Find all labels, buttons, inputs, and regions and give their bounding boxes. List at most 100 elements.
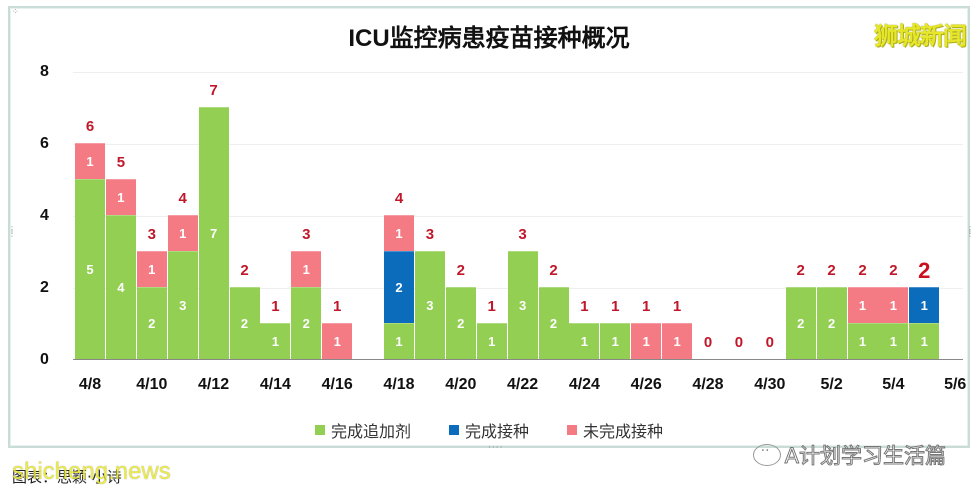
bar-total-label: 3 [425, 226, 435, 243]
x-tick-label: 5/4 [882, 376, 905, 393]
x-tick-label: 4/20 [445, 376, 477, 393]
legend-swatch-fully-vaccinated-icon [448, 425, 459, 435]
y-tick-label: 8 [40, 63, 49, 80]
y-tick-label: 0 [40, 351, 49, 368]
bar-segment: 7 [198, 107, 229, 359]
x-axis-line [73, 359, 963, 360]
bar-total-label: 1 [611, 298, 620, 315]
x-tick-label: 5/2 [820, 376, 843, 393]
bar-4-19: 3 [414, 251, 445, 359]
bar-segment: 2 [538, 287, 569, 359]
bar-4-16: 1 [322, 323, 353, 359]
bar-segment: 1 [384, 323, 414, 359]
bar-segment: 5 [75, 179, 105, 359]
bar-4-14: 1 [260, 323, 291, 359]
bar-4-12: 7 [198, 107, 229, 359]
x-tick-label: 4/26 [630, 376, 662, 393]
bar-segment: 1 [662, 323, 693, 359]
x-tick-label: 4/14 [259, 376, 291, 393]
bar-5-2: 2 [816, 287, 847, 359]
bar-segment: 1 [878, 323, 909, 359]
bar-segment: 1 [631, 323, 662, 359]
bar-segment: 3 [507, 251, 538, 359]
legend-label: 完成追加剂 [330, 422, 411, 441]
bar-4-20: 2 [445, 287, 476, 359]
bar-segment: 1 [847, 323, 878, 359]
bar-total-label: 6 [85, 118, 95, 135]
x-tick-label: 4/16 [321, 376, 353, 393]
bar-total-label: 0 [703, 334, 713, 351]
legend-label: 完成接种 [464, 422, 529, 441]
bar-4-13: 2 [229, 287, 260, 359]
gridline [73, 216, 963, 217]
bar-segment: 1 [291, 251, 322, 287]
x-tick-label: 4/18 [383, 376, 415, 393]
bar-segment: 2 [445, 287, 476, 359]
bar-segment: 2 [291, 287, 322, 359]
bar-segment: 2 [816, 287, 847, 359]
resize-handle-left-icon[interactable]: ⋮ ⋮ [8, 225, 16, 238]
bar-segment: 1 [569, 323, 600, 359]
bar-4-24: 1 [569, 323, 600, 359]
resize-handle-bottom-icon[interactable]: ···· [488, 443, 504, 453]
bar-4-22: 3 [507, 251, 538, 359]
bar-total-label: 2 [889, 262, 898, 279]
bar-total-label: 1 [487, 298, 496, 315]
bar-segment: 1 [847, 287, 878, 323]
bar-total-label: 3 [302, 226, 311, 243]
legend-label: 未完成接种 [583, 422, 664, 441]
bar-total-label: 0 [734, 334, 744, 351]
bar-total-label: 2 [456, 262, 465, 279]
bar-segment: 1 [322, 323, 353, 359]
drag-handle-icon[interactable]: ⁘ [12, 7, 19, 16]
legend-item-booster: 完成追加剂 [314, 418, 411, 442]
chart-title: ICU监控病患疫苗接种概况 [348, 25, 630, 52]
bar-segment: 1 [476, 323, 507, 359]
x-tick-label: 4/8 [78, 376, 102, 393]
wechat-icon [752, 443, 781, 466]
bar-segment: 3 [414, 251, 445, 359]
bar-total-label: 0 [765, 334, 774, 351]
bar-total-label: 4 [394, 190, 404, 207]
wechat-account-name: A计划学习生活篇 [784, 444, 946, 469]
bar-segment: 1 [136, 251, 167, 287]
legend-swatch-booster-icon [314, 425, 325, 435]
bar-segment: 1 [75, 143, 105, 179]
bar-total-label: 4 [178, 190, 187, 207]
watermark: shicheng.news [12, 458, 171, 485]
wechat-account: A计划学习生活篇 [752, 440, 947, 470]
gridline [73, 72, 963, 73]
x-tick-label: 4/10 [136, 376, 168, 393]
bar-segment: 2 [136, 287, 167, 359]
bar-total-label: 2 [827, 262, 836, 279]
legend: 完成追加剂 完成接种 未完成接种 [0, 418, 978, 442]
x-tick-label: 4/22 [507, 376, 539, 393]
bar-4-21: 1 [476, 323, 507, 359]
bar-segment: 1 [909, 287, 940, 323]
x-tick-label: 4/28 [692, 376, 724, 393]
bar-segment: 1 [909, 323, 940, 359]
bar-4-26: 1 [631, 323, 662, 359]
x-tick-label: 4/12 [198, 376, 230, 393]
bar-segment: 1 [384, 215, 414, 251]
bar-total-label: 3 [147, 226, 156, 243]
bar-total-label: 2 [796, 262, 805, 279]
y-tick-label: 6 [40, 135, 49, 152]
resize-handle-right-icon[interactable]: ⋮ ⋮ [966, 225, 974, 238]
x-tick-label: 4/30 [754, 376, 786, 393]
bar-segment: 1 [260, 323, 291, 359]
legend-swatch-unvaccinated-icon [567, 425, 577, 435]
bar-5-1: 2 [785, 287, 816, 359]
bar-segment: 2 [785, 287, 816, 359]
bar-segment: 4 [105, 215, 136, 359]
bar-segment: 2 [229, 287, 260, 359]
bar-total-label: 1 [642, 298, 651, 315]
legend-item-unvaccinated: 未完成接种 [567, 418, 663, 442]
